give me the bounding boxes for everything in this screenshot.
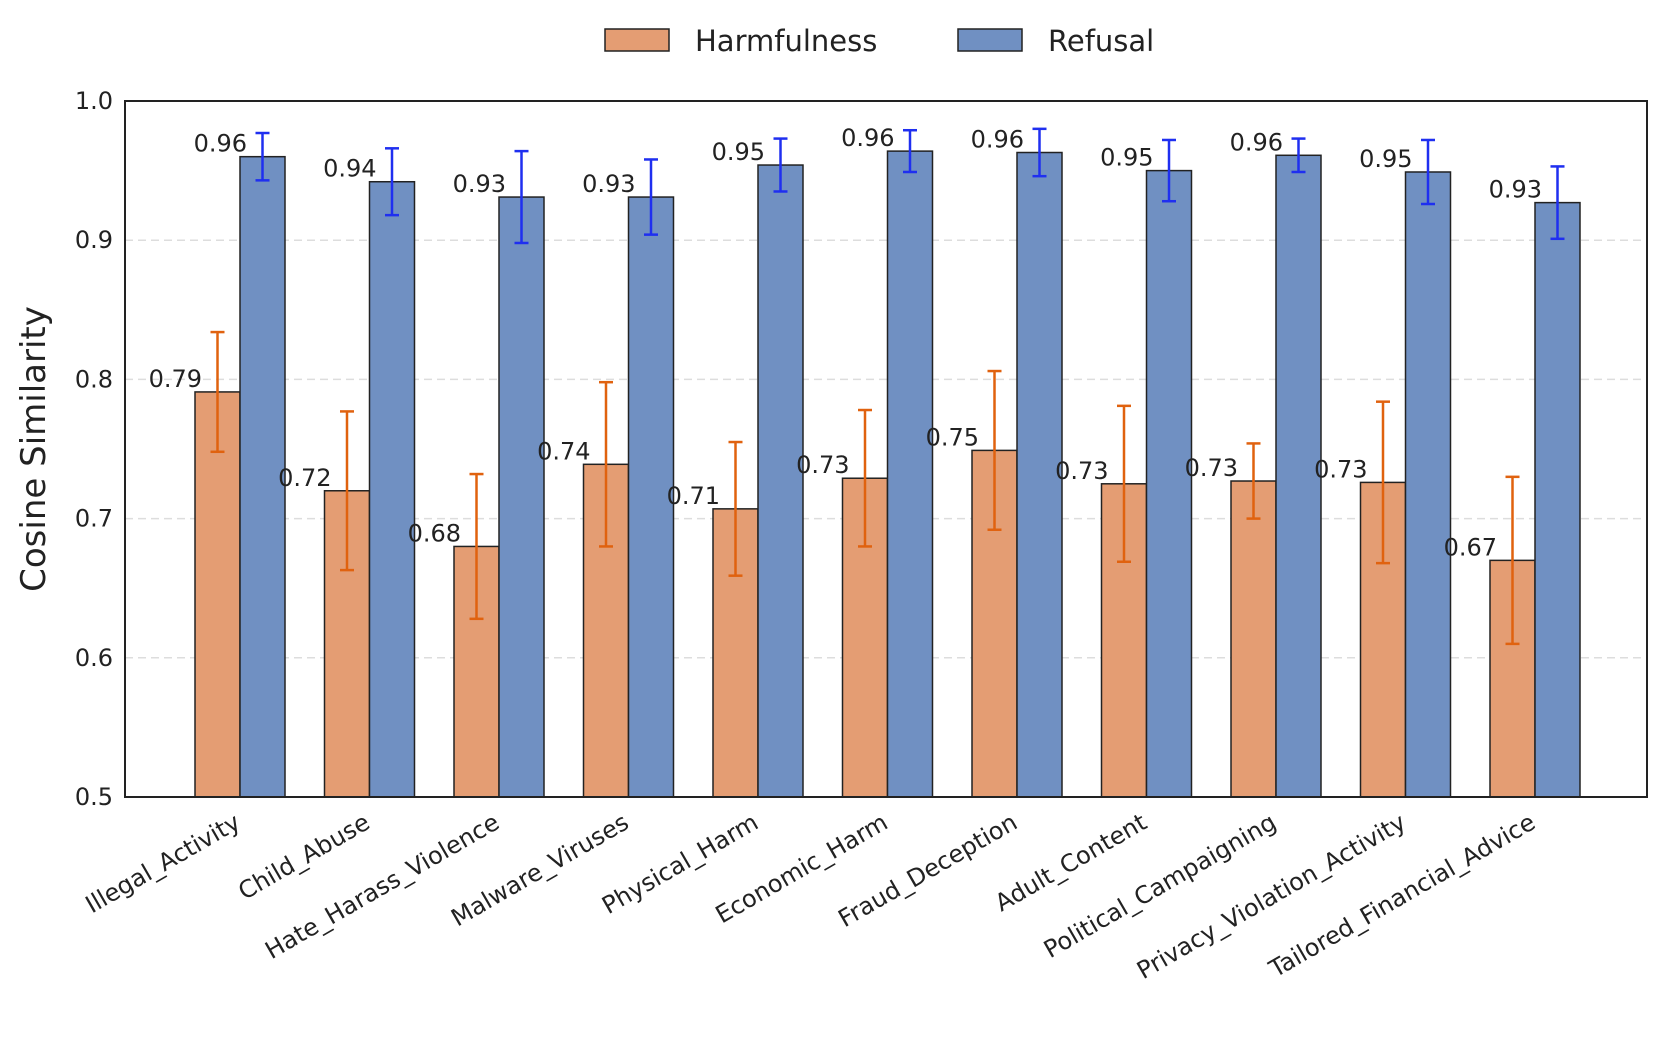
- refusal-bar: [1404, 171, 1452, 798]
- legend-swatch: [957, 28, 1023, 52]
- refusal-value-label: 0.96: [1230, 128, 1283, 156]
- x-axis-ticks: Illegal_ActivityChild_AbuseHate_Harass_V…: [81, 808, 1540, 985]
- legend-label: Harmfulness: [695, 24, 877, 58]
- harmfulness-error-bar: [1117, 404, 1131, 564]
- harmfulness-error-bar: [1505, 475, 1520, 646]
- refusal-bar: [368, 180, 416, 798]
- harmfulness-value-label: 0.74: [537, 437, 590, 465]
- refusal-value-label: 0.96: [194, 130, 247, 158]
- refusal-error-bar: [255, 131, 270, 182]
- harmfulness-error-bar: [469, 472, 484, 621]
- harmfulness-error-bar: [1246, 442, 1261, 520]
- harmfulness-value-label: 0.68: [408, 519, 461, 547]
- y-tick-label: 0.6: [75, 644, 113, 672]
- harmfulness-value-label: 0.71: [667, 482, 720, 510]
- harmfulness-error-bar: [599, 380, 613, 548]
- refusal-error-bar: [385, 147, 399, 217]
- refusal-error-bar: [903, 128, 917, 174]
- legend-swatch: [604, 28, 670, 52]
- refusal-bar: [1534, 201, 1581, 798]
- refusal-value-label: 0.96: [841, 124, 894, 152]
- value-labels: 0.79 0.96 0.72 0.94 0.68 0.93 0.74 0.93 0.71 0.95…: [149, 124, 1542, 561]
- harmfulness-value-label: 0.73: [1055, 457, 1108, 485]
- legend-item-refusal: Refusal: [957, 24, 1154, 58]
- y-tick-label: 1.0: [75, 87, 113, 115]
- error-bars: [210, 127, 1565, 646]
- harmfulness-error-bar: [728, 440, 743, 577]
- harmfulness-value-label: 0.73: [1185, 454, 1238, 482]
- y-tick-label: 0.8: [75, 365, 113, 393]
- refusal-error-bar: [773, 137, 788, 193]
- refusal-value-label: 0.95: [1100, 144, 1153, 172]
- harmfulness-value-label: 0.72: [278, 464, 331, 492]
- refusal-value-label: 0.95: [712, 138, 765, 166]
- refusal-value-label: 0.95: [1359, 145, 1412, 173]
- harmfulness-value-label: 0.73: [796, 451, 849, 479]
- refusal-value-label: 0.96: [971, 126, 1024, 154]
- refusal-error-bar: [1162, 138, 1176, 203]
- harmfulness-value-label: 0.67: [1444, 533, 1497, 561]
- legend-label: Refusal: [1048, 24, 1154, 58]
- refusal-value-label: 0.93: [1489, 176, 1542, 204]
- x-tick-label: Hate_Harass_Violence: [260, 808, 504, 965]
- refusal-value-label: 0.93: [582, 170, 635, 198]
- refusal-value-label: 0.94: [323, 155, 376, 183]
- refusal-bar: [757, 164, 804, 798]
- refusal-error-bar: [514, 149, 529, 245]
- harmfulness-error-bar: [987, 369, 1002, 531]
- x-tick-label: Illegal_Activity: [81, 808, 245, 919]
- refusal-bar: [498, 196, 545, 798]
- refusal-error-bar: [1291, 137, 1306, 174]
- bars: [194, 150, 1581, 798]
- y-axis-title: Cosine Similarity: [14, 306, 54, 592]
- y-axis-ticks: 0.5 0.6 0.7 0.8 0.9 1.0: [75, 87, 113, 811]
- refusal-value-label: 0.93: [453, 170, 506, 198]
- refusal-bar: [1145, 169, 1193, 798]
- refusal-error-bar: [644, 158, 658, 236]
- harmfulness-value-label: 0.79: [149, 365, 202, 393]
- legend-item-harmfulness: Harmfulness: [604, 24, 877, 58]
- harmfulness-value-label: 0.73: [1314, 455, 1367, 483]
- harmfulness-error-bar: [858, 408, 872, 548]
- plot-area-frame: [124, 100, 1648, 798]
- refusal-error-bar: [1032, 127, 1047, 178]
- x-tick-label: Political_Campaigning: [1039, 808, 1281, 964]
- harmfulness-bar: [1230, 480, 1277, 798]
- y-tick-label: 0.5: [75, 783, 113, 811]
- harmfulness-error-bar: [210, 330, 225, 454]
- refusal-error-bar: [1550, 165, 1565, 241]
- harmfulness-value-label: 0.75: [926, 423, 979, 451]
- harmfulness-error-bar: [1376, 400, 1390, 565]
- y-tick-label: 0.7: [75, 505, 113, 533]
- refusal-bar: [627, 196, 675, 798]
- refusal-bar: [1275, 154, 1322, 798]
- refusal-error-bar: [1421, 138, 1435, 206]
- harmfulness-bar: [194, 391, 241, 798]
- y-tick-label: 0.9: [75, 226, 113, 254]
- legend: Harmfulness Refusal: [604, 24, 1154, 58]
- harmfulness-error-bar: [340, 410, 354, 572]
- refusal-bar: [886, 150, 934, 798]
